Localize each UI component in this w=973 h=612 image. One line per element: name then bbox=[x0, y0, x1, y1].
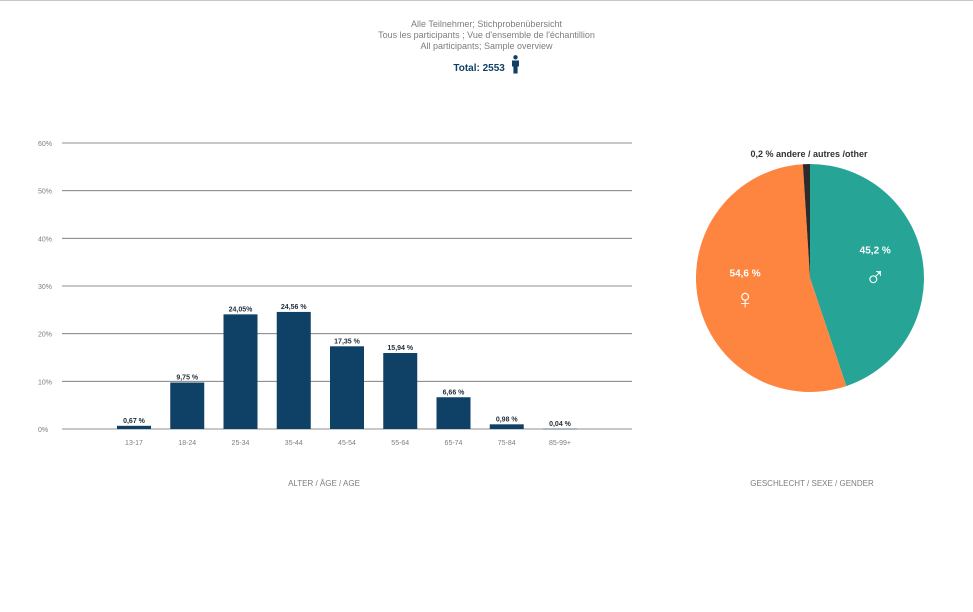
bar-13-17 bbox=[117, 425, 151, 429]
chart-header: Alle Teilnehmer; Stichprobenübersicht To… bbox=[0, 19, 973, 52]
person-icon bbox=[511, 55, 520, 77]
top-divider bbox=[0, 0, 973, 1]
pie-slice-0 bbox=[810, 164, 924, 387]
y-tick-label: 30% bbox=[38, 284, 52, 291]
y-tick-label: 40% bbox=[38, 236, 52, 243]
subtitle-en: All participants; Sample overview bbox=[420, 41, 553, 51]
x-tick-label: 75-84 bbox=[498, 440, 516, 447]
x-tick-label: 25-34 bbox=[232, 440, 250, 447]
bar-25-34 bbox=[223, 314, 258, 429]
bar-value-label: 0,04 % bbox=[549, 421, 572, 428]
bar-65-74 bbox=[436, 397, 471, 429]
subtitle-fr: Tous les participants ; Vue d'ensemble d… bbox=[378, 30, 595, 40]
bar-value-label: 17,35 % bbox=[334, 338, 360, 345]
bar-value-label: 0,67 % bbox=[123, 418, 146, 425]
total-label: Total: 2553 bbox=[453, 63, 505, 74]
y-tick-label: 0% bbox=[38, 427, 48, 434]
bar-35-44 bbox=[276, 311, 311, 429]
x-tick-label: 65-74 bbox=[445, 440, 463, 447]
y-tick-label: 20% bbox=[38, 332, 52, 339]
bar-value-label: 24,56 % bbox=[281, 304, 307, 311]
male-symbol-icon: ♂ bbox=[865, 260, 886, 291]
bar-value-label: 0,98 % bbox=[496, 416, 519, 423]
gender-pie-chart: 45,2 % ♂ 54,6 % ♀ 0,2 % andere / autres /oth… bbox=[696, 149, 924, 392]
pie-other-label: 0,2 % andere / autres /other bbox=[750, 149, 868, 159]
y-tick-label: 60% bbox=[38, 141, 52, 148]
subtitle-de: Alle Teilnehmer; Stichprobenübersicht bbox=[411, 19, 562, 29]
bar-value-label: 9,75 % bbox=[176, 375, 199, 382]
pie-slice-2 bbox=[802, 164, 810, 278]
y-tick-label: 50% bbox=[38, 189, 52, 196]
bar-55-64 bbox=[383, 353, 418, 429]
x-tick-label: 13-17 bbox=[125, 440, 143, 447]
pie-value-label: 54,6 % bbox=[730, 269, 761, 280]
bar-value-label: 15,94 % bbox=[387, 345, 413, 352]
pie-value-label: 45,2 % bbox=[860, 245, 891, 256]
total-count: Total: 2553 bbox=[0, 55, 973, 77]
x-tick-label: 18-24 bbox=[178, 440, 196, 447]
bar-value-label: 6,66 % bbox=[443, 389, 466, 396]
y-tick-label: 10% bbox=[38, 379, 52, 386]
bar-18-24 bbox=[170, 382, 205, 429]
x-tick-label: 55-64 bbox=[391, 440, 409, 447]
age-bar-chart: 0% 10% 20% 30% 40% 50% 60% 0,67 % 13-17 9,75 % 18-… bbox=[38, 141, 632, 447]
pie-slice-1 bbox=[696, 164, 847, 392]
bar-75-84 bbox=[489, 424, 524, 429]
x-tick-label: 45-54 bbox=[338, 440, 356, 447]
gender-axis-caption: GESCHLECHT / SEXE / GENDER bbox=[750, 479, 874, 488]
bar-value-label: 24,05% bbox=[229, 306, 254, 313]
age-axis-caption: ALTER / ÂGE / AGE bbox=[288, 479, 360, 488]
bar-45-54 bbox=[330, 346, 364, 429]
female-symbol-icon: ♀ bbox=[735, 284, 756, 315]
x-tick-label: 35-44 bbox=[285, 440, 303, 447]
x-tick-label: 85-99+ bbox=[549, 440, 571, 447]
